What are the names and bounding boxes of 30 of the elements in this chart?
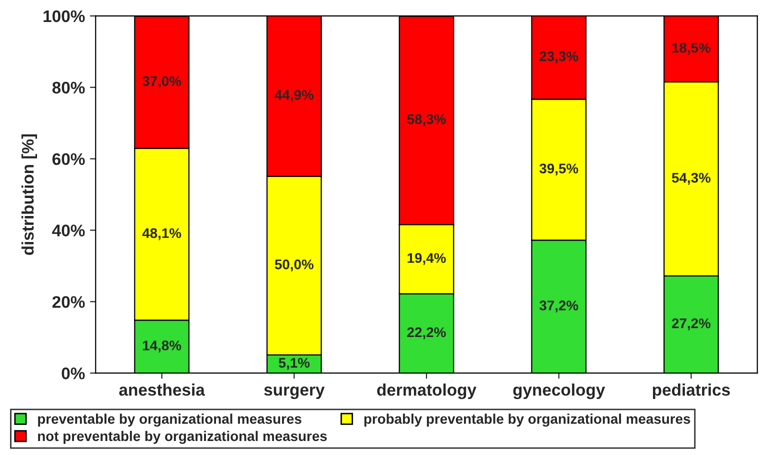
- x-tick-label: gynecology: [513, 384, 606, 400]
- y-tick-label: 60%: [52, 153, 85, 165]
- legend-label: not preventable by organizational measures: [38, 430, 327, 444]
- x-tick-label: pediatrics: [652, 384, 730, 400]
- y-tick-label: 100%: [44, 10, 85, 22]
- data-label: 19,4%: [408, 253, 446, 265]
- x-tick-label: surgery: [264, 386, 325, 400]
- legend-label: preventable by organizational measures: [38, 414, 302, 427]
- y-tick-label: 0%: [62, 368, 85, 380]
- y-axis-title: distribution [%]: [21, 134, 38, 255]
- data-label: 37,0%: [142, 76, 182, 88]
- data-label: 58,3%: [407, 114, 446, 126]
- data-label: 27,2%: [672, 318, 711, 330]
- data-label: 23,3%: [540, 51, 578, 64]
- data-label: 37,2%: [539, 300, 578, 312]
- data-label: 22,2%: [407, 327, 446, 340]
- data-label: 18,5%: [672, 42, 711, 55]
- data-label: 39,5%: [539, 164, 578, 176]
- data-label: 44,9%: [274, 90, 314, 102]
- data-label: 54,3%: [672, 172, 711, 185]
- x-tick-label: anesthesia: [119, 384, 205, 396]
- legend-label: probably preventable by organizational measures: [364, 414, 690, 427]
- y-tick-label: 40%: [52, 224, 85, 236]
- data-label: 48,1%: [142, 228, 182, 240]
- y-tick-label: 80%: [52, 82, 85, 94]
- data-label: 5,1%: [278, 358, 310, 370]
- x-tick-label: dermatology: [377, 384, 476, 400]
- data-label: 50,0%: [274, 259, 314, 272]
- y-tick-label: 20%: [52, 296, 85, 308]
- data-label: 14,8%: [142, 340, 182, 352]
